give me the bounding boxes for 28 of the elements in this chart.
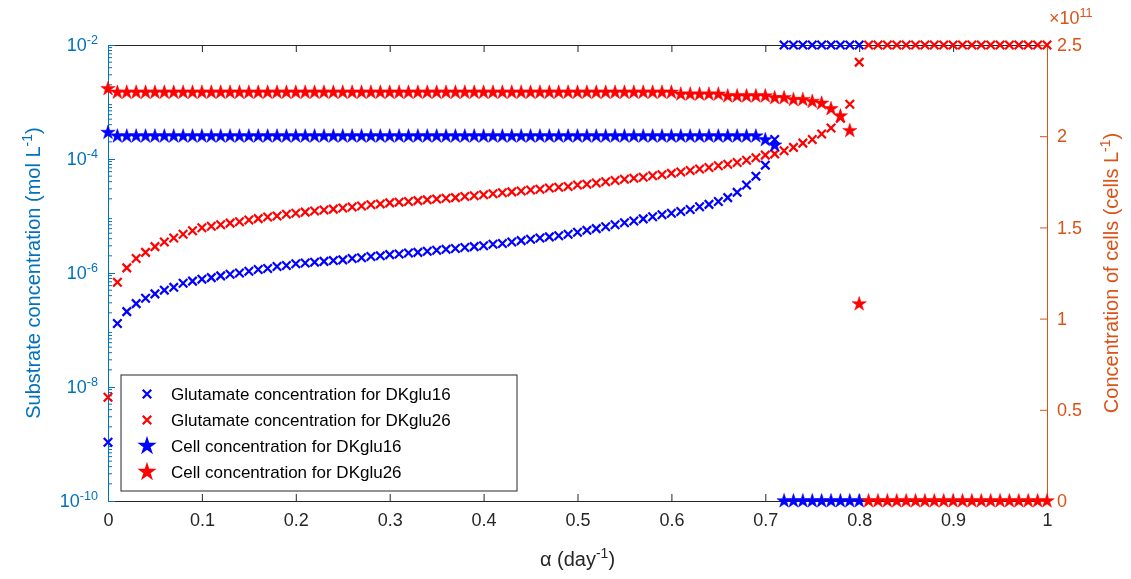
x-tick-label: 0.9: [941, 509, 967, 530]
y-tick-label: 10$^{-2}$: [66, 33, 98, 56]
x-tick-label: 0.3: [377, 509, 403, 530]
y-tick-label: 10$^{-4}$: [66, 147, 98, 170]
legend-label: Glutamate concentration for DKglu16: [171, 385, 451, 404]
y-tick-label: 10$^{-6}$: [66, 261, 98, 284]
x-tick-label: 0.1: [189, 509, 215, 530]
y2-tick-label: 0.5: [1057, 400, 1083, 421]
x-tick-label: 0.4: [471, 509, 497, 530]
x-tick-label: 0.5: [565, 509, 591, 530]
legend-label: Cell concentration for DKglu26: [171, 463, 402, 482]
x-tick-label: 0.7: [753, 509, 779, 530]
x-tick-label: 0.6: [659, 509, 685, 530]
text: ×10$^{11}$: [1049, 6, 1093, 28]
y2-tick-label: 1: [1057, 308, 1068, 329]
x-axis-title: α (day$^{-1}$): [539, 545, 616, 570]
legend-label: Glutamate concentration for DKglu26: [171, 411, 451, 430]
y2-tick-label: 2.5: [1057, 35, 1083, 56]
y2-tick-label: 0: [1057, 491, 1068, 512]
y-tick-label: 10$^{-10}$: [59, 489, 98, 512]
x-tick-label: 0: [103, 509, 114, 530]
x-tick-label: 1: [1042, 509, 1053, 530]
y2-tick-label: 2: [1057, 126, 1068, 147]
legend-label: Cell concentration for DKglu16: [171, 437, 402, 456]
x-tick-label: 0.2: [283, 509, 309, 530]
y-tick-label: 10$^{-8}$: [66, 375, 98, 398]
x-tick-label: 0.8: [847, 509, 873, 530]
y2-tick-label: 1.5: [1057, 217, 1083, 238]
